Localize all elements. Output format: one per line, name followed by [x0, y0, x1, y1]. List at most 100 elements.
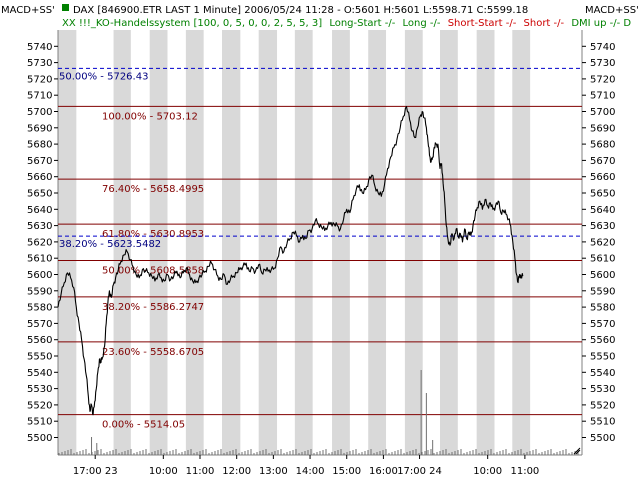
y-tick-label-left: 5510: [27, 417, 52, 428]
x-tick-label: 11:00: [510, 466, 539, 477]
fib-level-label: 0.00% - 5514.05: [102, 420, 185, 431]
left-price-axis: 5500 5510 5520 5530 5540 5550 5560 5570 5580 5590…: [27, 42, 58, 444]
y-tick-label-left: 5650: [27, 189, 52, 200]
y-tick-label-left: 5680: [27, 140, 52, 151]
y-tick-label-left: 5630: [27, 221, 52, 232]
y-tick-label-right: 5600: [590, 270, 615, 281]
session-band: [149, 30, 168, 455]
fib-level-label: 23.60% - 5558.6705: [102, 347, 204, 358]
session-band: [404, 30, 423, 455]
fib-level-label: 50.00% - 5608.5858: [102, 266, 204, 277]
fib-level-label: 61.80% - 5630.8953: [102, 229, 204, 240]
y-tick-label-right: 5680: [590, 140, 615, 151]
fibonacci-levels: 100.00% - 5703.12 76.40% - 5658.4995 61.80…: [58, 105, 582, 431]
chart-title: DAX [846900.ETR LAST 1 Minute] 2006/05/2…: [73, 5, 528, 16]
y-tick-label-left: 5560: [27, 335, 52, 346]
system-status-line: XX !!!_KO-Handelssystem [100, 0, 5, 0, 0…: [62, 18, 631, 29]
fib-level-label: 76.40% - 5658.4995: [102, 184, 204, 195]
y-tick-label-right: 5740: [590, 42, 615, 53]
right-price-axis: 5500 5510 5520 5530 5540 5550 5560 5570 5580 5590…: [582, 42, 615, 444]
y-tick-label-left: 5640: [27, 205, 52, 216]
y-tick-label-right: 5610: [590, 254, 615, 265]
y-tick-label-right: 5530: [590, 384, 615, 395]
series-color-square-icon: [62, 4, 69, 11]
fib-level-label: 100.00% - 5703.12: [102, 111, 198, 122]
y-tick-label-right: 5540: [590, 368, 615, 379]
y-tick-label-right: 5720: [590, 74, 615, 85]
volume-bars: [58, 370, 579, 455]
time-axis: 17:00 23 10:00 11:00 12:00 13:00 14:00 15:00 16…: [73, 455, 539, 477]
y-tick-label-left: 5670: [27, 156, 52, 167]
y-tick-label-right: 5500: [590, 433, 615, 444]
short-status: Short -/-: [524, 18, 565, 29]
y-tick-label-right: 5640: [590, 205, 615, 216]
y-tick-label-left: 5600: [27, 270, 52, 281]
x-tick-label: 17:00 23: [73, 466, 118, 477]
session-band: [476, 30, 495, 455]
y-tick-label-left: 5530: [27, 384, 52, 395]
x-tick-label: 13:00: [259, 466, 288, 477]
price-series: [57, 106, 524, 416]
dmi-status: DMI up -/- D: [571, 18, 631, 29]
resize-grip-icon[interactable]: [573, 447, 581, 455]
y-tick-label-left: 5740: [27, 42, 52, 53]
y-tick-label-right: 5510: [590, 417, 615, 428]
y-tick-label-right: 5590: [590, 286, 615, 297]
session-bands: [57, 30, 583, 456]
session-band: [258, 30, 278, 455]
y-tick-label-right: 5650: [590, 189, 615, 200]
y-tick-label-right: 5710: [590, 91, 615, 102]
y-tick-label-left: 5620: [27, 237, 52, 248]
session-band: [294, 30, 313, 455]
y-tick-label-right: 5550: [590, 352, 615, 363]
blue-level-label: 50.00% - 5726.43: [59, 71, 148, 82]
session-band: [185, 30, 204, 455]
y-tick-label-left: 5520: [27, 400, 52, 411]
session-band: [332, 30, 350, 455]
long-status: Long -/-: [403, 18, 441, 29]
y-tick-label-left: 5570: [27, 319, 52, 330]
y-tick-label-right: 5620: [590, 237, 615, 248]
x-tick-label: 10:00: [473, 466, 502, 477]
x-tick-label: 17:00 24: [397, 466, 442, 477]
y-tick-label-left: 5540: [27, 368, 52, 379]
y-tick-label-left: 5550: [27, 352, 52, 363]
x-tick-label: 12:00: [222, 466, 251, 477]
y-tick-label-left: 5610: [27, 254, 52, 265]
price-line: [57, 106, 524, 416]
y-tick-label-right: 5700: [590, 107, 615, 118]
y-tick-label-left: 5590: [27, 286, 52, 297]
x-tick-label: 15:00: [332, 466, 361, 477]
session-band: [58, 30, 77, 455]
y-tick-label-right: 5660: [590, 172, 615, 183]
short-start-status: Short-Start -/-: [448, 18, 517, 29]
session-band: [368, 30, 387, 455]
y-tick-label-right: 5670: [590, 156, 615, 167]
y-tick-label-right: 5570: [590, 319, 615, 330]
y-tick-label-left: 5720: [27, 74, 52, 85]
system-prefix: XX !!!_KO-Handelssystem [100, 0, 5, 0, 0…: [62, 18, 322, 29]
y-tick-label-left: 5690: [27, 123, 52, 134]
y-tick-label-right: 5730: [590, 58, 615, 69]
y-tick-label-right: 5580: [590, 303, 615, 314]
y-tick-label-left: 5660: [27, 172, 52, 183]
fib-level-label: 38.20% - 5586.2747: [102, 302, 204, 313]
blue-levels: 50.00% - 5726.43 38.20% - 5623.5482: [58, 67, 582, 250]
y-tick-label-left: 5500: [27, 433, 52, 444]
y-tick-label-left: 5710: [27, 91, 52, 102]
x-tick-label: 10:00: [149, 466, 178, 477]
x-tick-label: 14:00: [296, 466, 325, 477]
x-tick-label: 11:00: [186, 466, 215, 477]
y-tick-label-right: 5560: [590, 335, 615, 346]
blue-level-label: 38.20% - 5623.5482: [59, 239, 161, 250]
corner-label-left: MACD+SS': [1, 5, 55, 16]
y-tick-label-right: 5690: [590, 123, 615, 134]
y-tick-label-left: 5730: [27, 58, 52, 69]
y-tick-label-left: 5580: [27, 303, 52, 314]
session-band: [222, 30, 241, 455]
session-band: [113, 30, 131, 455]
long-start-status: Long-Start -/-: [329, 18, 395, 29]
plot-area: [58, 30, 582, 455]
x-tick-label: 16:00: [369, 466, 398, 477]
